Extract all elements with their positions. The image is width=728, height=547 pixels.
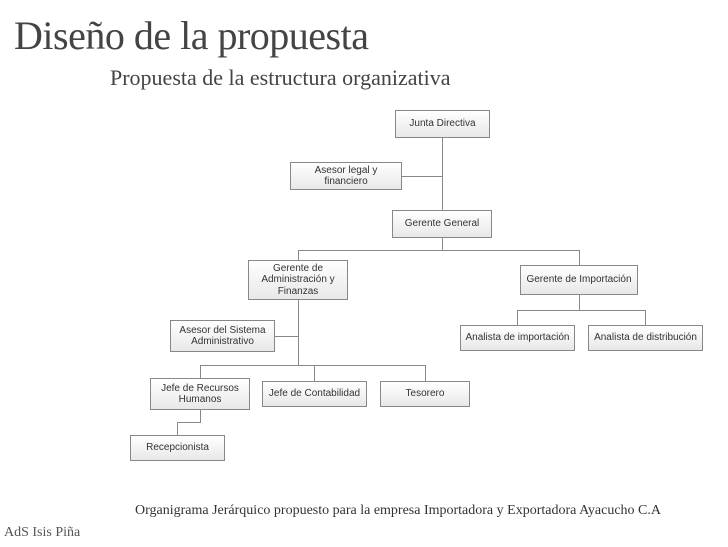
footer-text: AdS Isis Piña — [4, 525, 80, 541]
node-jefe-rh: Jefe de Recursos Humanos — [150, 378, 250, 410]
node-gerente-import: Gerente de Importación — [520, 265, 638, 295]
node-recepcionista: Recepcionista — [130, 435, 225, 461]
connector — [177, 422, 178, 435]
connector — [517, 310, 518, 325]
node-junta: Junta Directiva — [395, 110, 490, 138]
connector — [442, 238, 443, 250]
page-subtitle: Propuesta de la estructura organizativa — [0, 59, 728, 91]
node-gerente-admin: Gerente de Administración y Finanzas — [248, 260, 348, 300]
page-title: Diseño de la propuesta — [0, 0, 728, 59]
connector — [200, 410, 201, 422]
connector — [579, 250, 580, 265]
connector — [200, 365, 201, 378]
connector — [442, 138, 443, 210]
node-gerente-general: Gerente General — [392, 210, 492, 238]
node-asesor-legal: Asesor legal y financiero — [290, 162, 402, 190]
org-chart: Junta Directiva Asesor legal y financier… — [0, 110, 728, 490]
connector — [517, 310, 646, 311]
connector — [177, 422, 201, 423]
connector — [425, 365, 426, 381]
connector — [298, 250, 299, 260]
node-analista-import: Analista de importación — [460, 325, 575, 351]
node-asesor-sistema: Asesor del Sistema Administrativo — [170, 320, 275, 352]
connector — [645, 310, 646, 325]
connector — [298, 300, 299, 365]
connector — [275, 336, 298, 337]
connector — [579, 295, 580, 310]
connector — [298, 250, 580, 251]
node-tesorero: Tesorero — [380, 381, 470, 407]
node-analista-dist: Analista de distribución — [588, 325, 703, 351]
connector — [200, 365, 425, 366]
node-jefe-cont: Jefe de Contabilidad — [262, 381, 367, 407]
connector — [402, 176, 442, 177]
chart-caption: Organigrama Jerárquico propuesto para la… — [135, 503, 661, 519]
connector — [314, 365, 315, 381]
